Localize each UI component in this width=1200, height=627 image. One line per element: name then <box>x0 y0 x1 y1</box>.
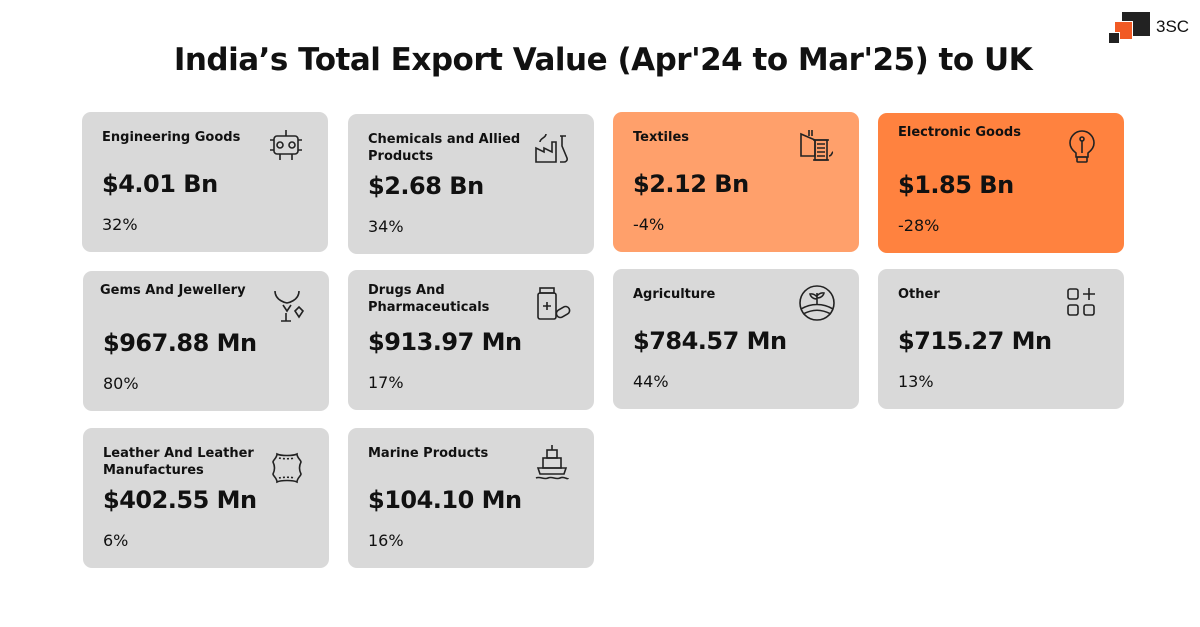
medicine-bottle-icon <box>532 284 572 324</box>
light-bulb-icon <box>1062 127 1102 167</box>
category-name: Leather And Leather Manufactures <box>103 446 254 478</box>
change-percent: 17% <box>368 373 404 392</box>
category-card: Drugs And Pharmaceuticals $913.97 Mn 17% <box>348 270 594 410</box>
category-name: Gems And Jewellery <box>100 283 246 298</box>
export-value: $402.55 Mn <box>103 486 257 514</box>
export-value: $967.88 Mn <box>103 329 257 357</box>
thread-spool-icon <box>797 126 837 166</box>
category-name: Textiles <box>633 130 690 145</box>
category-name: Drugs And Pharmaceuticals <box>368 283 490 315</box>
category-name: Other <box>898 287 940 302</box>
agriculture-field-icon <box>797 283 837 323</box>
category-card: Agriculture $784.57 Mn 44% <box>613 269 859 409</box>
export-value: $2.12 Bn <box>633 170 749 198</box>
page-title: India’s Total Export Value (Apr'24 to Ma… <box>173 42 1033 78</box>
change-percent: 6% <box>103 531 129 550</box>
category-card: Textiles $2.12 Bn -4% <box>613 112 859 252</box>
export-value: $913.97 Mn <box>368 328 522 356</box>
change-percent: 34% <box>368 217 404 236</box>
chemical-factory-icon <box>532 128 572 168</box>
category-card: Leather And Leather Manufactures $402.55… <box>83 428 329 568</box>
category-card: Marine Products $104.10 Mn 16% <box>348 428 594 568</box>
category-card: Chemicals and Allied Products $2.68 Bn 3… <box>348 114 594 254</box>
change-percent: 16% <box>368 531 404 550</box>
logo-text: 3SC <box>1156 17 1190 36</box>
category-name: Marine Products <box>368 446 489 461</box>
category-name: Electronic Goods <box>898 125 1021 140</box>
ship-icon <box>532 442 572 482</box>
export-value: $2.68 Bn <box>368 172 484 200</box>
category-name: Chemicals and Allied Products <box>368 132 521 164</box>
export-value: $104.10 Mn <box>368 486 522 514</box>
export-value: $784.57 Mn <box>633 327 787 355</box>
leather-hide-icon <box>267 448 307 488</box>
category-name: Engineering Goods <box>102 130 241 145</box>
logo-mark <box>1108 32 1120 44</box>
category-card: Gems And Jewellery $967.88 Mn 80% <box>83 271 329 411</box>
change-percent: 13% <box>898 372 934 391</box>
logo: 3SC <box>1108 12 1190 44</box>
export-value: $1.85 Bn <box>898 171 1014 199</box>
category-card: Electronic Goods $1.85 Bn -28% <box>878 113 1124 253</box>
jewellery-icon <box>267 285 307 325</box>
change-percent: -4% <box>633 215 665 234</box>
change-percent: -28% <box>898 216 940 235</box>
category-name: Agriculture <box>633 287 716 302</box>
export-value: $4.01 Bn <box>102 170 218 198</box>
category-card: Other $715.27 Mn 13% <box>878 269 1124 409</box>
change-percent: 32% <box>102 215 138 234</box>
category-card: Engineering Goods $4.01 Bn 32% <box>82 112 328 252</box>
export-value: $715.27 Mn <box>898 327 1052 355</box>
change-percent: 80% <box>103 374 139 393</box>
engine-icon <box>266 126 306 166</box>
grid-plus-icon <box>1062 283 1102 323</box>
change-percent: 44% <box>633 372 669 391</box>
